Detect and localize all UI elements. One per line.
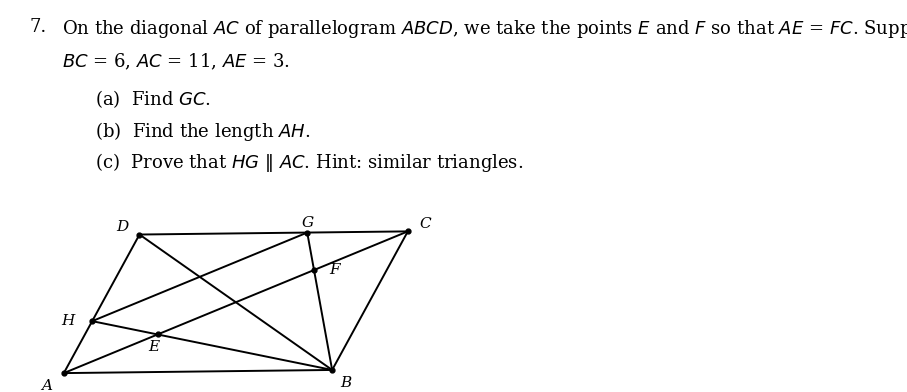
Text: 7.: 7. (30, 18, 47, 36)
Text: F: F (329, 263, 340, 277)
Text: (c)  Prove that $\mathit{HG}$ $\|$ $\mathit{AC}$. Hint: similar triangles.: (c) Prove that $\mathit{HG}$ $\|$ $\math… (95, 151, 523, 174)
Text: (a)  Find $\mathit{GC}$.: (a) Find $\mathit{GC}$. (95, 88, 211, 110)
Text: C: C (419, 216, 431, 230)
Text: D: D (116, 220, 129, 234)
Text: $\mathit{BC}$ = 6, $\mathit{AC}$ = 11, $\mathit{AE}$ = 3.: $\mathit{BC}$ = 6, $\mathit{AC}$ = 11, $… (62, 52, 289, 72)
Text: (b)  Find the length $\mathit{AH}$.: (b) Find the length $\mathit{AH}$. (95, 120, 310, 143)
Text: G: G (301, 216, 313, 230)
Text: H: H (62, 314, 74, 328)
Text: B: B (340, 376, 352, 390)
Text: E: E (149, 340, 160, 354)
Text: A: A (41, 379, 52, 392)
Text: On the diagonal $\mathit{AC}$ of parallelogram $\mathit{ABCD}$, we take the poin: On the diagonal $\mathit{AC}$ of paralle… (62, 18, 907, 40)
